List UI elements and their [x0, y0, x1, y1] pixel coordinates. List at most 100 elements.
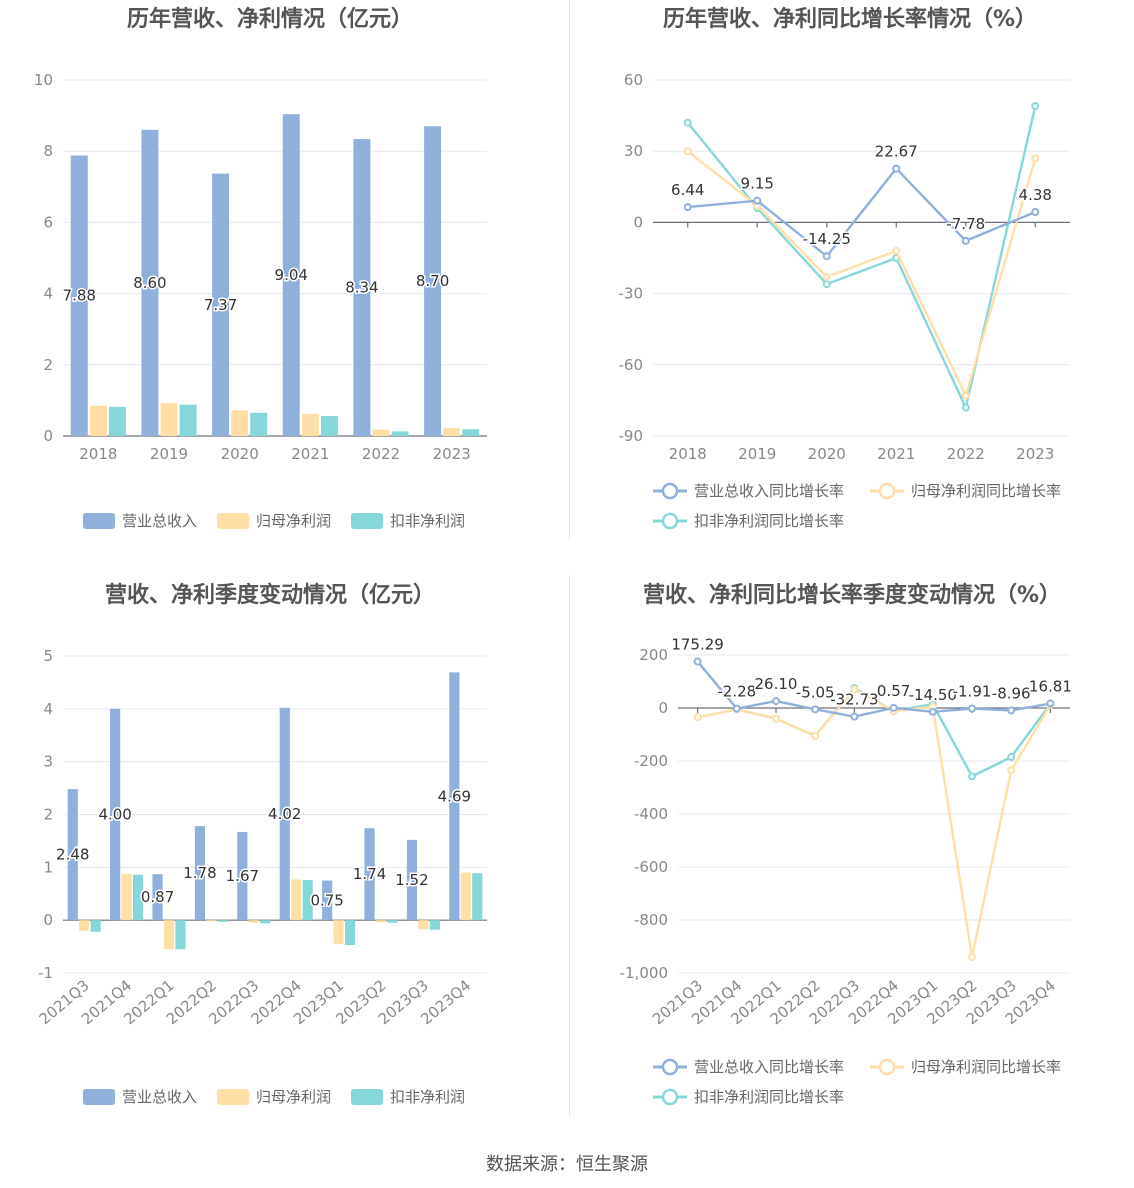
- y-tick-label: -400: [634, 805, 668, 823]
- data-label: -8.96: [992, 684, 1031, 702]
- y-tick-label: -1: [38, 964, 53, 982]
- legend-marker: [878, 1058, 896, 1076]
- data-label: 8.34: [345, 279, 378, 297]
- data-point: [772, 714, 780, 723]
- data-label: 8.70: [416, 272, 449, 290]
- bar: [248, 920, 259, 923]
- y-tick-label: 200: [639, 646, 668, 664]
- x-tick-label: 2023: [1016, 445, 1054, 463]
- data-label: 1.67: [226, 867, 259, 885]
- legend-label: 扣非净利润同比增长率: [694, 512, 844, 530]
- legend-marker: [661, 482, 679, 500]
- bar: [194, 826, 206, 921]
- data-point: [961, 236, 970, 245]
- bar: [212, 173, 230, 437]
- data-label: 4.02: [268, 805, 301, 823]
- data-point: [683, 203, 692, 212]
- data-point: [683, 147, 692, 156]
- data-point: [961, 391, 970, 400]
- bar: [301, 413, 319, 436]
- bar: [391, 431, 409, 436]
- y-tick-label: 2: [43, 356, 53, 374]
- legend-marker: [661, 1058, 679, 1076]
- legend-label: 归母净利润同比增长率: [911, 1058, 1061, 1076]
- series-line: [687, 150, 1037, 399]
- annual-revenue-profit-chart: 历年营收、净利情况（亿元） 0 2 4 6 8 10 2018 2019 2020 2021 2022…: [0, 0, 567, 545]
- bar: [302, 880, 313, 921]
- chart-title: 营收、净利季度变动情况（亿元）: [105, 582, 435, 608]
- y-tick-label: 3: [43, 753, 53, 771]
- legend-item[interactable]: 扣非净利润同比增长率: [653, 1088, 844, 1106]
- legend-item[interactable]: 归母净利润同比增长率: [870, 1058, 1061, 1076]
- data-label: 1.78: [183, 864, 216, 882]
- bar: [320, 416, 338, 436]
- data-point: [822, 272, 831, 281]
- bar: [472, 873, 483, 921]
- y-tick-label: 10: [34, 71, 53, 89]
- bar: [231, 410, 249, 436]
- legend-item[interactable]: 归母净利润: [217, 512, 331, 530]
- data-label: -14.25: [803, 230, 851, 248]
- x-tick-label: 2019: [738, 445, 776, 463]
- data-label: 0.57: [877, 682, 910, 700]
- bar: [260, 920, 271, 924]
- data-point: [1007, 753, 1016, 762]
- y-tick-label: -30: [619, 285, 644, 303]
- data-source-note: 数据来源：恒生聚源: [486, 1154, 648, 1175]
- chart-svg: 营收、净利季度变动情况（亿元）-10123452021Q32021Q42022Q…: [36, 582, 487, 1106]
- bar: [418, 920, 429, 930]
- data-point: [928, 707, 937, 716]
- data-point: [1007, 706, 1016, 715]
- legend-label: 归母净利润: [256, 512, 331, 530]
- legend-item[interactable]: 营业总收入同比增长率: [653, 1058, 844, 1076]
- data-label: 8.60: [133, 274, 166, 292]
- y-tick-label: -1,000: [620, 964, 668, 982]
- x-tick-label: 2020: [808, 445, 846, 463]
- legend-label: 营业总收入同比增长率: [694, 482, 844, 500]
- legend-swatch: [217, 513, 249, 529]
- data-point: [961, 403, 970, 412]
- legend-label: 归母净利润同比增长率: [911, 482, 1061, 500]
- bar: [406, 839, 418, 921]
- data-label: 9.04: [275, 266, 308, 284]
- legend-item[interactable]: 扣非净利润: [351, 512, 465, 530]
- chart-svg: 历年营收、净利情况（亿元） 0 2 4 6 8 10 2018 2019 2020 2021 2022…: [34, 6, 487, 530]
- chart-title: 营收、净利同比增长率季度变动情况（%）: [643, 582, 1061, 608]
- bar: [160, 403, 178, 436]
- legend-item[interactable]: 营业总收入同比增长率: [653, 482, 844, 500]
- data-point: [753, 196, 762, 205]
- data-label: -2.28: [717, 683, 756, 701]
- legend-item[interactable]: 扣非净利润: [351, 1088, 465, 1106]
- data-point: [772, 697, 780, 706]
- series-line: [687, 166, 1036, 258]
- bar: [449, 672, 460, 921]
- bar: [375, 920, 387, 923]
- legend-label: 扣非净利润: [390, 512, 465, 530]
- data-point: [850, 685, 859, 694]
- data-label: 1.74: [353, 865, 386, 883]
- legend-item[interactable]: 扣非净利润同比增长率: [653, 512, 844, 530]
- legend-swatch: [83, 1089, 115, 1105]
- data-label: 2.48: [56, 846, 89, 864]
- legend-item[interactable]: 营业总收入: [83, 1088, 197, 1106]
- y-tick-label: -200: [634, 752, 668, 770]
- series-line: [697, 687, 1052, 958]
- data-point: [822, 252, 831, 261]
- legend-item[interactable]: 归母净利润同比增长率: [870, 482, 1061, 500]
- legend-item[interactable]: 营业总收入: [83, 512, 197, 530]
- data-label: 7.88: [63, 287, 96, 305]
- series-line: [696, 660, 1051, 718]
- legend-item[interactable]: 归母净利润: [217, 1088, 331, 1106]
- chart-title: 历年营收、净利情况（亿元）: [127, 6, 413, 32]
- data-point: [811, 705, 820, 714]
- y-tick-label: -800: [634, 911, 668, 929]
- bar: [217, 920, 228, 922]
- bar: [89, 405, 107, 436]
- legend-swatch: [351, 1089, 383, 1105]
- chart-svg: 营收、净利同比增长率季度变动情况（%） -1,000 -800 -600 -400 -20…: [620, 582, 1074, 1106]
- data-point: [693, 657, 702, 666]
- bar: [250, 412, 268, 436]
- data-point: [968, 772, 976, 781]
- annual-growth-rate-chart: 历年营收、净利同比增长率情况（%） -90 -60 -30 0 30 60 2018 2019 2…: [567, 0, 1134, 545]
- bar: [372, 429, 390, 436]
